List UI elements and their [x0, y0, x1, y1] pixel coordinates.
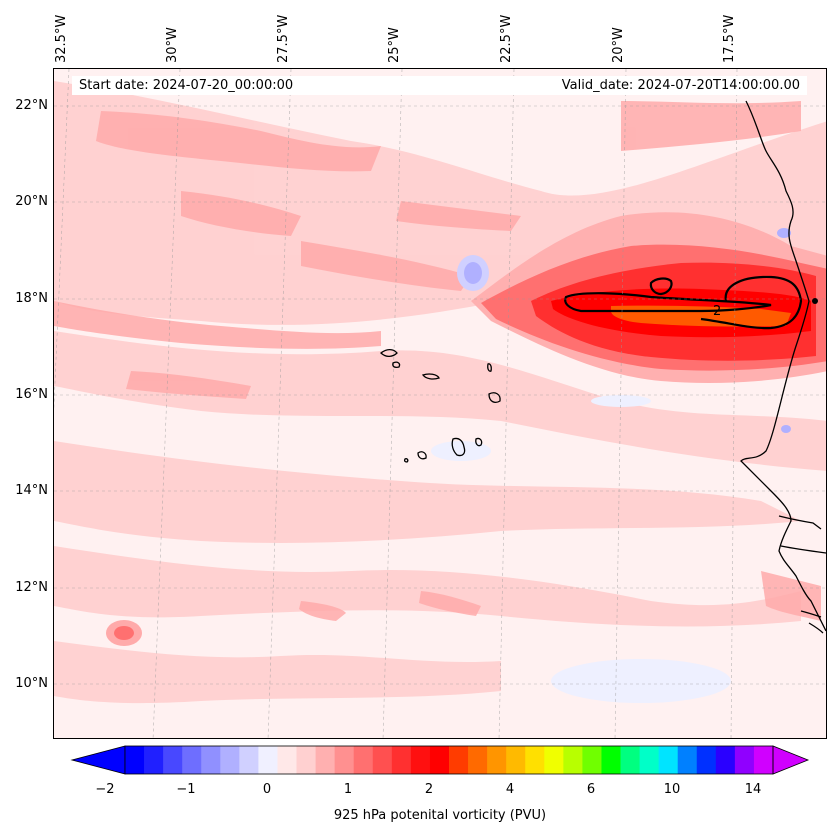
lat-label-16n: 16°N — [15, 387, 48, 402]
colorbar-segment — [753, 746, 774, 774]
coastline — [740, 100, 826, 634]
colorbar-segment — [449, 746, 469, 774]
colorbar-label: 925 hPa potenital vorticity (PVU) — [333, 808, 547, 823]
colorbar-segment — [258, 746, 278, 774]
colorbar-segment — [677, 746, 698, 774]
colorbar-tick-label: 10 — [663, 782, 681, 797]
colorbar-segment — [296, 746, 316, 774]
date-annotation-bar — [72, 76, 807, 95]
graticule — [54, 69, 826, 738]
lon-label-20w: 20°W — [611, 27, 626, 63]
colorbar-segment — [182, 746, 202, 774]
start-date-label: Start date: 2024-07-20_00:00:00 — [79, 78, 294, 93]
colorbar-tick-label: 4 — [505, 782, 515, 797]
colorbar-extend-min — [70, 745, 126, 775]
lat-label-14n: 14°N — [15, 483, 48, 498]
lon-label-27-5w: 27.5°W — [276, 14, 291, 63]
dakar-marker — [812, 298, 818, 304]
colorbar-segment — [410, 746, 431, 774]
colorbar-segment — [429, 746, 450, 774]
colorbar-segment — [144, 746, 164, 774]
colorbar-segment — [239, 746, 259, 774]
colorbar-tick-label: 14 — [744, 782, 762, 797]
colorbar-segment — [639, 746, 660, 774]
colorbar-segment — [163, 746, 183, 774]
pv-2-contour — [564, 275, 803, 330]
colorbar-segment — [601, 746, 621, 774]
lon-label-17-5w: 17.5°W — [722, 14, 737, 63]
colorbar-extend-max — [772, 745, 810, 775]
colorbar-segment — [715, 746, 736, 774]
lat-label-10n: 10°N — [15, 676, 48, 691]
colorbar-segment — [506, 746, 526, 774]
colorbar-segment — [658, 746, 679, 774]
colorbar-segment — [125, 746, 145, 774]
colorbar-tick-label: 0 — [262, 782, 272, 797]
colorbar-tick-label: 1 — [343, 782, 353, 797]
colorbar-segments — [70, 745, 810, 775]
lon-label-25w: 25°W — [387, 27, 402, 63]
colorbar-segment — [391, 746, 412, 774]
lat-label-20n: 20°N — [15, 194, 48, 209]
cape-verde-islands — [380, 348, 501, 463]
colorbar-segment — [353, 746, 374, 774]
colorbar-segment — [525, 746, 545, 774]
negative-pv-patches — [431, 228, 791, 703]
colorbar-tick-label: 2 — [424, 782, 434, 797]
colorbar-segment — [468, 746, 488, 774]
lon-label-30w: 30°W — [165, 27, 180, 63]
map-panel: 2 — [53, 68, 827, 739]
colorbar-tick-label: −2 — [95, 782, 115, 797]
colorbar-outline — [124, 745, 774, 775]
colorbar-segment — [372, 746, 393, 774]
colorbar-segment — [563, 746, 583, 774]
contour-label-2: 2 — [713, 304, 721, 319]
small-vorticity-spot — [106, 620, 142, 646]
colorbar — [70, 745, 810, 775]
colorbar-tick-label: −1 — [176, 782, 196, 797]
colorbar-segment — [220, 746, 240, 774]
pink-regions — [54, 101, 821, 621]
lon-label-22-5w: 22.5°W — [499, 14, 514, 63]
lat-label-22n: 22°N — [15, 98, 48, 113]
colorbar-segment — [544, 746, 564, 774]
valid-date-label: Valid_date: 2024-07-20T14:00:00.00 — [561, 78, 800, 93]
colorbar-segment — [734, 746, 755, 774]
colorbar-segment — [277, 746, 297, 774]
lat-label-18n: 18°N — [15, 291, 48, 306]
colorbar-segment — [487, 746, 507, 774]
colorbar-segment — [201, 746, 221, 774]
colorbar-segment — [696, 746, 717, 774]
lon-label-32-5w: 32.5°W — [54, 14, 69, 63]
colorbar-segment — [315, 746, 336, 774]
colorbar-tick-label: 6 — [586, 782, 596, 797]
colorbar-segment — [582, 746, 602, 774]
colorbar-segment — [620, 746, 640, 774]
colorbar-segment — [334, 746, 355, 774]
potential-vorticity-field: 2 — [54, 69, 826, 738]
lat-label-12n: 12°N — [15, 580, 48, 595]
